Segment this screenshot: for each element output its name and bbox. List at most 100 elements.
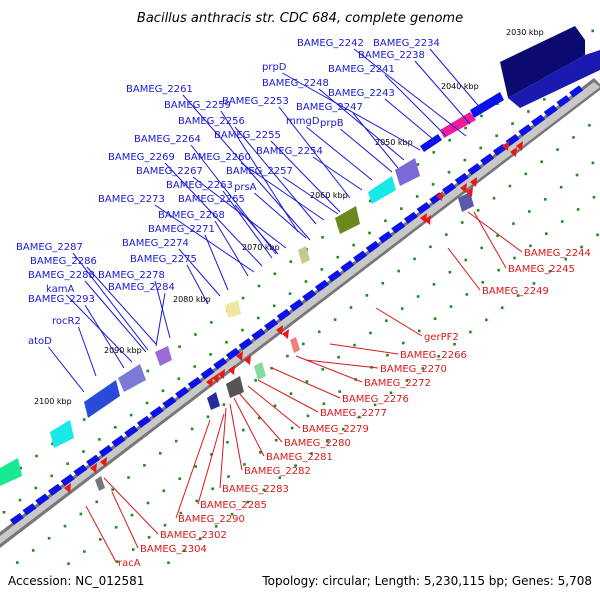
gene-label-plus: BAMEG_2293 xyxy=(28,294,95,305)
tick-dot xyxy=(449,305,453,308)
tick-dot xyxy=(288,292,292,295)
leader-line xyxy=(219,407,227,489)
tick-dot xyxy=(289,392,293,395)
tick-dot xyxy=(385,319,388,323)
genome-backbone xyxy=(0,78,600,548)
tick-dot xyxy=(209,353,212,356)
leader-line xyxy=(186,264,209,305)
tick-dot xyxy=(386,353,389,357)
tick-dot xyxy=(272,304,276,308)
gene-label-minus: BAMEG_2245 xyxy=(508,264,575,275)
leader-line xyxy=(312,156,363,191)
gene-label-plus: rocR2 xyxy=(52,316,81,327)
tick-dot xyxy=(479,146,483,150)
kbp-label-2080: 2080 kbp xyxy=(173,295,211,304)
tick-dot xyxy=(365,294,369,297)
tick-dot xyxy=(433,317,437,321)
tick-dot xyxy=(448,270,452,274)
leader-line xyxy=(182,94,311,241)
tick-dot xyxy=(183,549,186,552)
tick-dot xyxy=(63,524,67,528)
kbp-label-2100: 2100 kbp xyxy=(34,397,72,406)
gene-feature xyxy=(298,246,310,264)
tick-dot xyxy=(306,414,310,418)
gene-label-minus: BAMEG_2276 xyxy=(342,394,409,405)
leader-line xyxy=(154,204,255,273)
gene-arrow-plus xyxy=(391,221,406,234)
leader-line xyxy=(384,98,435,141)
gene-arrow-plus xyxy=(518,124,533,137)
gene-label-plus: BAMEG_2260 xyxy=(184,152,251,163)
gene-label-minus: BAMEG_2270 xyxy=(380,364,447,375)
gene-arrow-plus xyxy=(251,328,266,341)
leader-line xyxy=(318,88,405,161)
gene-arrow-minus xyxy=(228,365,235,375)
gene-arrow-minus xyxy=(276,325,283,335)
tick-dot xyxy=(51,442,54,446)
gene-label-plus: BAMEG_2278 xyxy=(98,270,165,281)
gene-feature xyxy=(440,112,476,138)
tick-dot xyxy=(495,134,498,138)
leader-line xyxy=(78,326,97,377)
leader-line xyxy=(352,112,399,169)
tick-dot xyxy=(241,296,245,300)
tick-dot xyxy=(273,404,277,408)
tick-dot xyxy=(129,413,133,417)
gene-arrow-plus xyxy=(98,444,113,457)
tick-dot xyxy=(177,377,181,380)
tick-dot xyxy=(114,525,118,529)
gene-arrow-minus xyxy=(470,177,477,187)
tick-dot xyxy=(481,281,485,284)
gene-label-minus: BAMEG_2266 xyxy=(400,350,467,361)
gene-arrow-plus xyxy=(162,396,177,409)
tick-dot xyxy=(528,210,531,213)
gene-feature xyxy=(50,420,74,448)
gene-label-plus: BAMEG_2243 xyxy=(328,88,395,99)
gene-arrow-plus xyxy=(225,347,240,360)
leader-line xyxy=(86,266,157,345)
gene-arrow-plus xyxy=(467,163,482,176)
gene-label-minus: BAMEG_2279 xyxy=(302,424,369,435)
leader-line xyxy=(282,176,339,215)
tick-dot xyxy=(194,465,197,468)
gene-label-minus: racA xyxy=(118,558,141,569)
gene-arrow-plus xyxy=(340,260,355,273)
gene-label-plus: BAMEG_2269 xyxy=(108,152,175,163)
tick-dot xyxy=(16,561,19,564)
tick-dot xyxy=(241,328,244,332)
tick-dot xyxy=(290,426,294,430)
leader-line xyxy=(384,74,447,137)
gene-label-plus: BAMEG_2264 xyxy=(134,134,201,145)
leader-line xyxy=(233,397,265,457)
gene-label-plus: mmgD xyxy=(286,116,320,127)
tick-dot xyxy=(302,342,305,346)
gene-label-plus: atoD xyxy=(28,336,52,347)
gene-feature xyxy=(500,26,585,98)
gene-feature xyxy=(458,192,474,212)
gene-label-plus: BAMEG_2287 xyxy=(16,242,83,253)
gene-feature xyxy=(118,364,146,392)
tick-dot xyxy=(417,329,421,333)
tick-dot xyxy=(178,477,182,480)
gene-label-plus: BAMEG_2273 xyxy=(98,194,165,205)
gene-label-minus: BAMEG_2283 xyxy=(222,484,289,495)
tick-dot xyxy=(310,452,313,455)
tick-dot xyxy=(198,537,202,540)
gene-label-minus: BAMEG_2272 xyxy=(364,378,431,389)
kbp-label-2030: 2030 kbp xyxy=(506,28,544,37)
gene-arrow-minus xyxy=(218,369,225,379)
tick-dot xyxy=(548,269,552,273)
minus-strand-genes xyxy=(95,192,474,491)
tick-dot xyxy=(161,389,165,393)
tick-dot xyxy=(400,207,403,210)
tick-dot xyxy=(257,284,261,288)
tick-dot xyxy=(512,222,515,225)
gene-label-plus: BAMEG_2274 xyxy=(122,238,189,249)
gene-feature xyxy=(290,337,300,353)
gene-label-plus: BAMEG_2268 xyxy=(158,210,225,221)
tick-dot xyxy=(18,498,22,502)
tick-dot xyxy=(270,366,273,370)
gene-arrow-plus xyxy=(314,279,329,292)
tick-dot xyxy=(256,316,260,320)
gene-label-minus: BAMEG_2280 xyxy=(284,438,351,449)
